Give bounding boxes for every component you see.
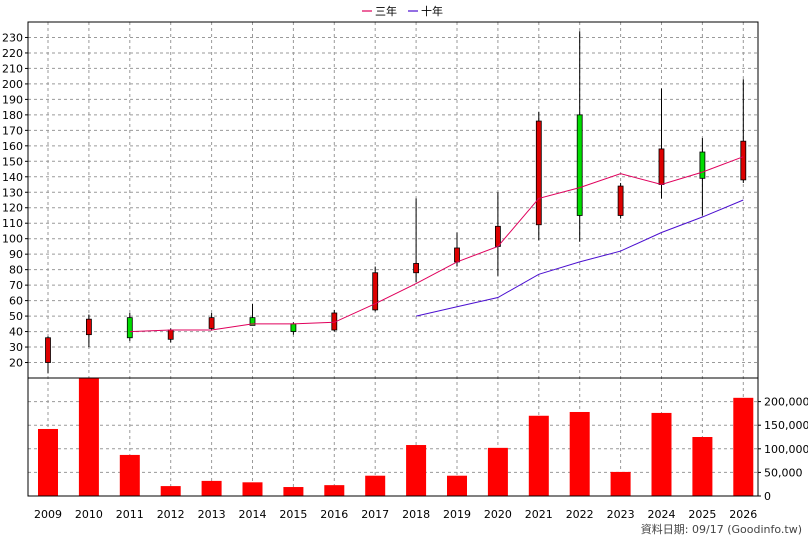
x-tick-label: 2026 <box>729 508 757 521</box>
price-tick-label: 20 <box>9 357 23 370</box>
volume-bar <box>78 378 99 496</box>
candle-body <box>45 337 51 363</box>
volume-bar <box>365 475 386 496</box>
candle-body <box>249 317 256 326</box>
ma-line <box>129 156 744 333</box>
volume-bar <box>447 475 467 496</box>
volume-bar <box>528 415 549 496</box>
x-tick-label: 2014 <box>239 508 267 521</box>
volume-bar <box>610 471 631 496</box>
footer-credit: 資料日期: 09/17 (Goodinfo.tw) <box>640 523 802 536</box>
price-tick-label: 110 <box>2 217 23 230</box>
price-tick-label: 120 <box>2 202 23 215</box>
price-tick-label: 150 <box>2 155 23 168</box>
volume-bar <box>324 485 345 496</box>
x-tick-label: 2025 <box>688 508 716 521</box>
legend-label: 十年 <box>421 4 443 18</box>
volume-tick-label: 0 <box>764 490 771 503</box>
price-tick-label: 200 <box>2 78 23 91</box>
x-tick-label: 2016 <box>320 508 348 521</box>
volume-frame <box>27 377 759 497</box>
x-tick-label: 2021 <box>525 508 553 521</box>
volume-bar <box>651 412 672 496</box>
candle-body <box>290 323 297 332</box>
price-tick-label: 130 <box>2 186 23 199</box>
volume-bar <box>569 411 590 496</box>
candle-body <box>494 225 501 247</box>
volume-panel <box>28 378 758 496</box>
volume-bar <box>487 447 508 496</box>
price-tick-label: 50 <box>9 310 23 323</box>
candle-body <box>372 272 379 311</box>
price-tick-label: 30 <box>9 341 23 354</box>
volume-bar <box>733 397 754 496</box>
price-tick-label: 140 <box>2 171 23 184</box>
x-tick-label: 2009 <box>34 508 62 521</box>
price-tick-label: 190 <box>2 93 23 106</box>
candle-body <box>167 329 174 340</box>
price-panel <box>28 22 758 378</box>
x-tick-label: 2010 <box>75 508 103 521</box>
volume-bar <box>406 445 427 496</box>
ma-line <box>415 199 744 317</box>
price-tick-label: 180 <box>2 109 23 122</box>
x-tick-label: 2022 <box>566 508 594 521</box>
price-tick-label: 90 <box>9 248 23 261</box>
candle-body <box>535 120 542 226</box>
candle-body <box>126 317 133 339</box>
volume-tick-label: 200,000 <box>764 396 808 409</box>
volume-bar <box>160 486 181 496</box>
volume-tick-label: 150,000 <box>764 419 808 432</box>
x-tick-label: 2024 <box>648 508 676 521</box>
candle-body <box>617 185 624 216</box>
price-tick-label: 210 <box>2 62 23 75</box>
legend-label: 三年 <box>375 4 397 18</box>
volume-bar <box>201 480 222 496</box>
candle-body <box>658 148 665 185</box>
candle-body <box>740 140 747 181</box>
candle-body <box>454 247 460 263</box>
price-tick-label: 40 <box>9 326 23 339</box>
candle-body <box>699 151 706 179</box>
volume-bar <box>119 454 140 496</box>
price-tick-label: 160 <box>2 140 23 153</box>
price-tick-label: 70 <box>9 279 23 292</box>
x-tick-label: 2017 <box>361 508 389 521</box>
volume-bar <box>283 487 304 496</box>
x-tick-label: 2019 <box>443 508 471 521</box>
volume-tick-label: 50,000 <box>764 466 803 479</box>
x-tick-label: 2013 <box>198 508 226 521</box>
volume-tick-label: 100,000 <box>764 443 808 456</box>
price-tick-label: 60 <box>9 295 23 308</box>
x-tick-label: 2023 <box>607 508 635 521</box>
candle-body <box>413 263 420 274</box>
price-tick-label: 230 <box>2 31 23 44</box>
volume-bar <box>242 482 263 496</box>
x-tick-label: 2015 <box>279 508 307 521</box>
x-tick-label: 2018 <box>402 508 430 521</box>
candle-body <box>576 114 583 216</box>
volume-bar <box>692 437 713 496</box>
volume-bar <box>38 428 58 496</box>
x-tick-label: 2012 <box>157 508 185 521</box>
x-tick-label: 2011 <box>116 508 144 521</box>
candle-body <box>208 317 215 329</box>
x-tick-label: 2020 <box>484 508 512 521</box>
price-tick-label: 80 <box>9 264 23 277</box>
price-tick-label: 170 <box>2 124 23 137</box>
price-tick-label: 100 <box>2 233 23 246</box>
price-tick-label: 220 <box>2 47 23 60</box>
candle-body <box>86 318 92 336</box>
